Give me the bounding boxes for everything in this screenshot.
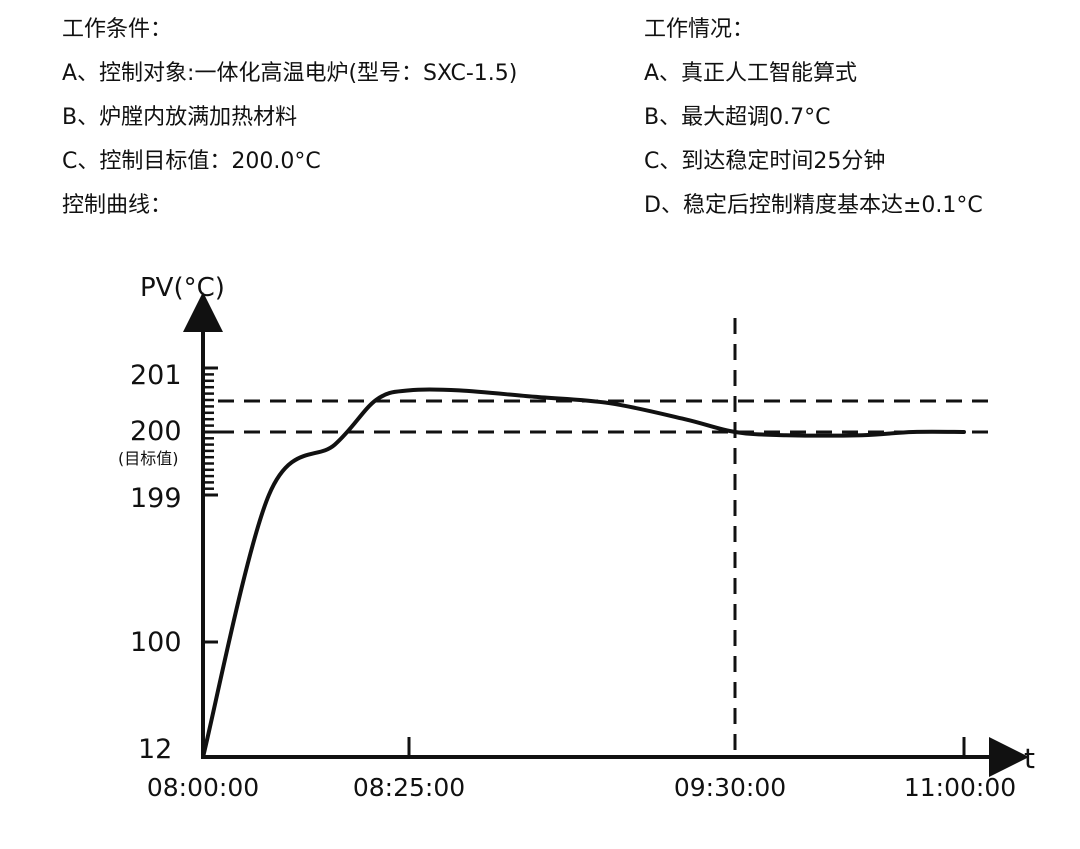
working-conditions-panel: 工作条件： A、控制对象:一体化高温电炉(型号：SXC-1.5) B、炉膛内放满… xyxy=(62,18,622,238)
x-tick-label: 08:00:00 xyxy=(147,773,259,802)
condition-line: A、控制对象:一体化高温电炉(型号：SXC-1.5) xyxy=(62,61,518,86)
status-line: A、真正人工智能算式 xyxy=(644,61,858,86)
control-curve-chart: PV(°C) t 201 200 (目标值) 199 100 12 08:00:… xyxy=(118,273,1035,802)
conditions-heading: 工作条件： xyxy=(62,17,173,42)
pv-curve xyxy=(201,387,966,759)
condition-line: C、控制目标值：200.0°C xyxy=(62,149,321,174)
y-tick-label: 100 xyxy=(130,627,182,658)
y-tick-label: 201 xyxy=(130,360,182,391)
status-heading: 工作情况： xyxy=(644,17,755,42)
x-tick-label: 11:00:00 xyxy=(904,773,1016,802)
x-axis-label: t xyxy=(1024,742,1035,775)
target-note-label: (目标值) xyxy=(118,449,179,468)
status-line: D、稳定后控制精度基本达±0.1°C xyxy=(644,193,983,218)
y-minor-ticks xyxy=(203,366,214,497)
control-curve-heading: 控制曲线： xyxy=(62,193,173,218)
y-axis-label: PV(°C) xyxy=(140,273,225,303)
status-line: B、最大超调0.7°C xyxy=(644,105,831,130)
x-tick-label: 09:30:00 xyxy=(674,773,786,802)
x-tick-label: 08:25:00 xyxy=(353,773,465,802)
status-line: C、到达稳定时间25分钟 xyxy=(644,149,886,174)
y-tick-label: 12 xyxy=(138,734,172,765)
y-tick-label: 199 xyxy=(130,483,182,514)
working-status-panel: 工作情况： A、真正人工智能算式 B、最大超调0.7°C C、到达稳定时间25分… xyxy=(644,18,1074,238)
y-tick-label: 200 xyxy=(130,416,182,447)
condition-line: B、炉膛内放满加热材料 xyxy=(62,105,298,130)
